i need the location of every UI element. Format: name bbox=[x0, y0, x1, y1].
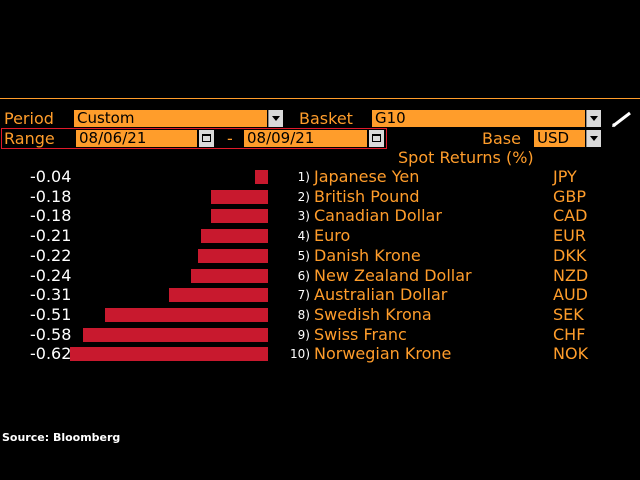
table-title: Spot Returns (%) bbox=[398, 148, 534, 167]
return-bar bbox=[105, 308, 268, 322]
rank-number: 3) bbox=[297, 209, 310, 223]
currency-name[interactable]: Danish Krone bbox=[314, 246, 421, 265]
currency-code: JPY bbox=[553, 167, 577, 186]
currency-code: NOK bbox=[553, 344, 589, 363]
rank-number: 2) bbox=[297, 190, 310, 204]
currency-code: CAD bbox=[553, 206, 588, 225]
source-note: Source: Bloomberg bbox=[2, 431, 121, 444]
return-value: -0.18 bbox=[30, 187, 72, 206]
currency-code: CHF bbox=[553, 325, 586, 344]
rank-number: 7) bbox=[297, 288, 310, 302]
controls-top-border bbox=[0, 98, 640, 99]
currency-name[interactable]: Canadian Dollar bbox=[314, 206, 442, 225]
return-value: -0.31 bbox=[30, 285, 72, 304]
range-separator: - bbox=[227, 129, 233, 148]
period-select[interactable]: Custom bbox=[74, 110, 267, 127]
currency-code: NZD bbox=[553, 266, 589, 285]
return-bar bbox=[82, 328, 268, 342]
period-dropdown-arrow-icon[interactable] bbox=[268, 110, 283, 127]
rank-number: 10) bbox=[290, 347, 310, 361]
currency-name[interactable]: Swiss Franc bbox=[314, 325, 407, 344]
rank-number: 9) bbox=[297, 328, 310, 342]
period-label: Period bbox=[4, 109, 54, 128]
table-row[interactable]: -0.24 6) New Zealand Dollar NZD bbox=[0, 266, 640, 286]
rank-number: 4) bbox=[297, 229, 310, 243]
range-end-input[interactable]: 08/09/21 bbox=[244, 130, 367, 147]
table-row[interactable]: -0.51 8) Swedish Krona SEK bbox=[0, 305, 640, 325]
table-row[interactable]: -0.04 1) Japanese Yen JPY bbox=[0, 167, 640, 187]
return-value: -0.24 bbox=[30, 266, 72, 285]
return-value: -0.58 bbox=[30, 325, 72, 344]
return-bar bbox=[255, 170, 268, 184]
return-bar bbox=[210, 190, 268, 204]
table-row[interactable]: -0.22 5) Danish Krone DKK bbox=[0, 246, 640, 266]
basket-select[interactable]: G10 bbox=[372, 110, 585, 127]
range-label: Range bbox=[4, 129, 55, 148]
currency-name[interactable]: Swedish Krona bbox=[314, 305, 432, 324]
currency-code: SEK bbox=[553, 305, 584, 324]
table-row[interactable]: -0.62 10) Norwegian Krone NOK bbox=[0, 344, 640, 364]
rank-number: 6) bbox=[297, 269, 310, 283]
currency-name[interactable]: Japanese Yen bbox=[314, 167, 420, 186]
rank-number: 8) bbox=[297, 308, 310, 322]
table-row[interactable]: -0.58 9) Swiss Franc CHF bbox=[0, 325, 640, 345]
return-bar bbox=[200, 229, 268, 243]
base-dropdown-arrow-icon[interactable] bbox=[586, 130, 601, 147]
return-value: -0.51 bbox=[30, 305, 72, 324]
table-row[interactable]: -0.18 3) Canadian Dollar CAD bbox=[0, 206, 640, 226]
edit-pencil-icon[interactable] bbox=[610, 110, 634, 128]
range-start-input[interactable]: 08/06/21 bbox=[76, 130, 197, 147]
table-row[interactable]: -0.18 2) British Pound GBP bbox=[0, 187, 640, 207]
range-box bbox=[1, 128, 387, 149]
return-bar bbox=[210, 209, 268, 223]
range-end-calendar-icon[interactable] bbox=[369, 130, 384, 147]
currency-code: DKK bbox=[553, 246, 587, 265]
rank-number: 1) bbox=[297, 170, 310, 184]
return-bar bbox=[169, 288, 268, 302]
return-bar bbox=[197, 249, 268, 263]
return-value: -0.62 bbox=[30, 344, 72, 363]
return-bar bbox=[191, 269, 268, 283]
currency-name[interactable]: Norwegian Krone bbox=[314, 344, 452, 363]
basket-label: Basket bbox=[299, 109, 353, 128]
currency-name[interactable]: Australian Dollar bbox=[314, 285, 448, 304]
table-row[interactable]: -0.21 4) Euro EUR bbox=[0, 226, 640, 246]
return-bar bbox=[70, 347, 268, 361]
currency-code: AUD bbox=[553, 285, 588, 304]
currency-code: EUR bbox=[553, 226, 586, 245]
currency-name[interactable]: Euro bbox=[314, 226, 351, 245]
table-row[interactable]: -0.31 7) Australian Dollar AUD bbox=[0, 285, 640, 305]
base-label: Base bbox=[482, 129, 521, 148]
base-select[interactable]: USD bbox=[534, 130, 585, 147]
basket-dropdown-arrow-icon[interactable] bbox=[586, 110, 601, 127]
return-value: -0.22 bbox=[30, 246, 72, 265]
range-start-calendar-icon[interactable] bbox=[199, 130, 214, 147]
currency-name[interactable]: British Pound bbox=[314, 187, 420, 206]
return-value: -0.04 bbox=[30, 167, 72, 186]
currency-code: GBP bbox=[553, 187, 587, 206]
rank-number: 5) bbox=[297, 249, 310, 263]
return-value: -0.18 bbox=[30, 206, 72, 225]
return-value: -0.21 bbox=[30, 226, 72, 245]
currency-name[interactable]: New Zealand Dollar bbox=[314, 266, 472, 285]
